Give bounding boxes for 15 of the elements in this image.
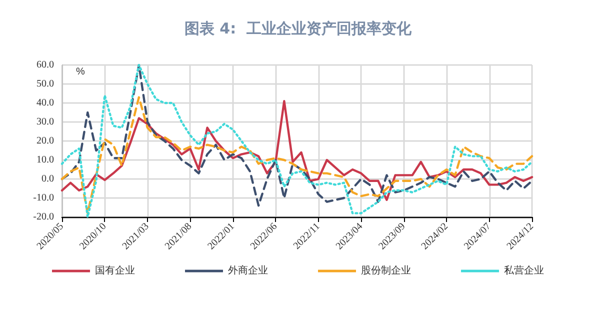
y-tick-label: 40.0 [36, 98, 54, 108]
y-tick-label: 10.0 [36, 154, 54, 166]
y-tick-label: -20.0 [33, 212, 54, 222]
y-axis-title: % [76, 66, 85, 78]
legend-label: 国有企业 [95, 264, 135, 276]
y-tick-label: 50.0 [36, 78, 54, 90]
y-tick-label: 30.0 [36, 116, 54, 128]
legend-label: 股份制企业 [361, 264, 411, 276]
legend-label: 外商企业 [228, 264, 268, 276]
chart-title: 图表 4: 工业企业资产回报率变化 [184, 20, 413, 38]
y-tick-label: 20.0 [36, 136, 54, 146]
y-tick-label: 60.0 [36, 60, 54, 70]
y-tick-label: -10.0 [33, 192, 54, 204]
y-tick-label: 0.0 [42, 174, 54, 184]
legend-label: 私营企业 [504, 264, 544, 276]
